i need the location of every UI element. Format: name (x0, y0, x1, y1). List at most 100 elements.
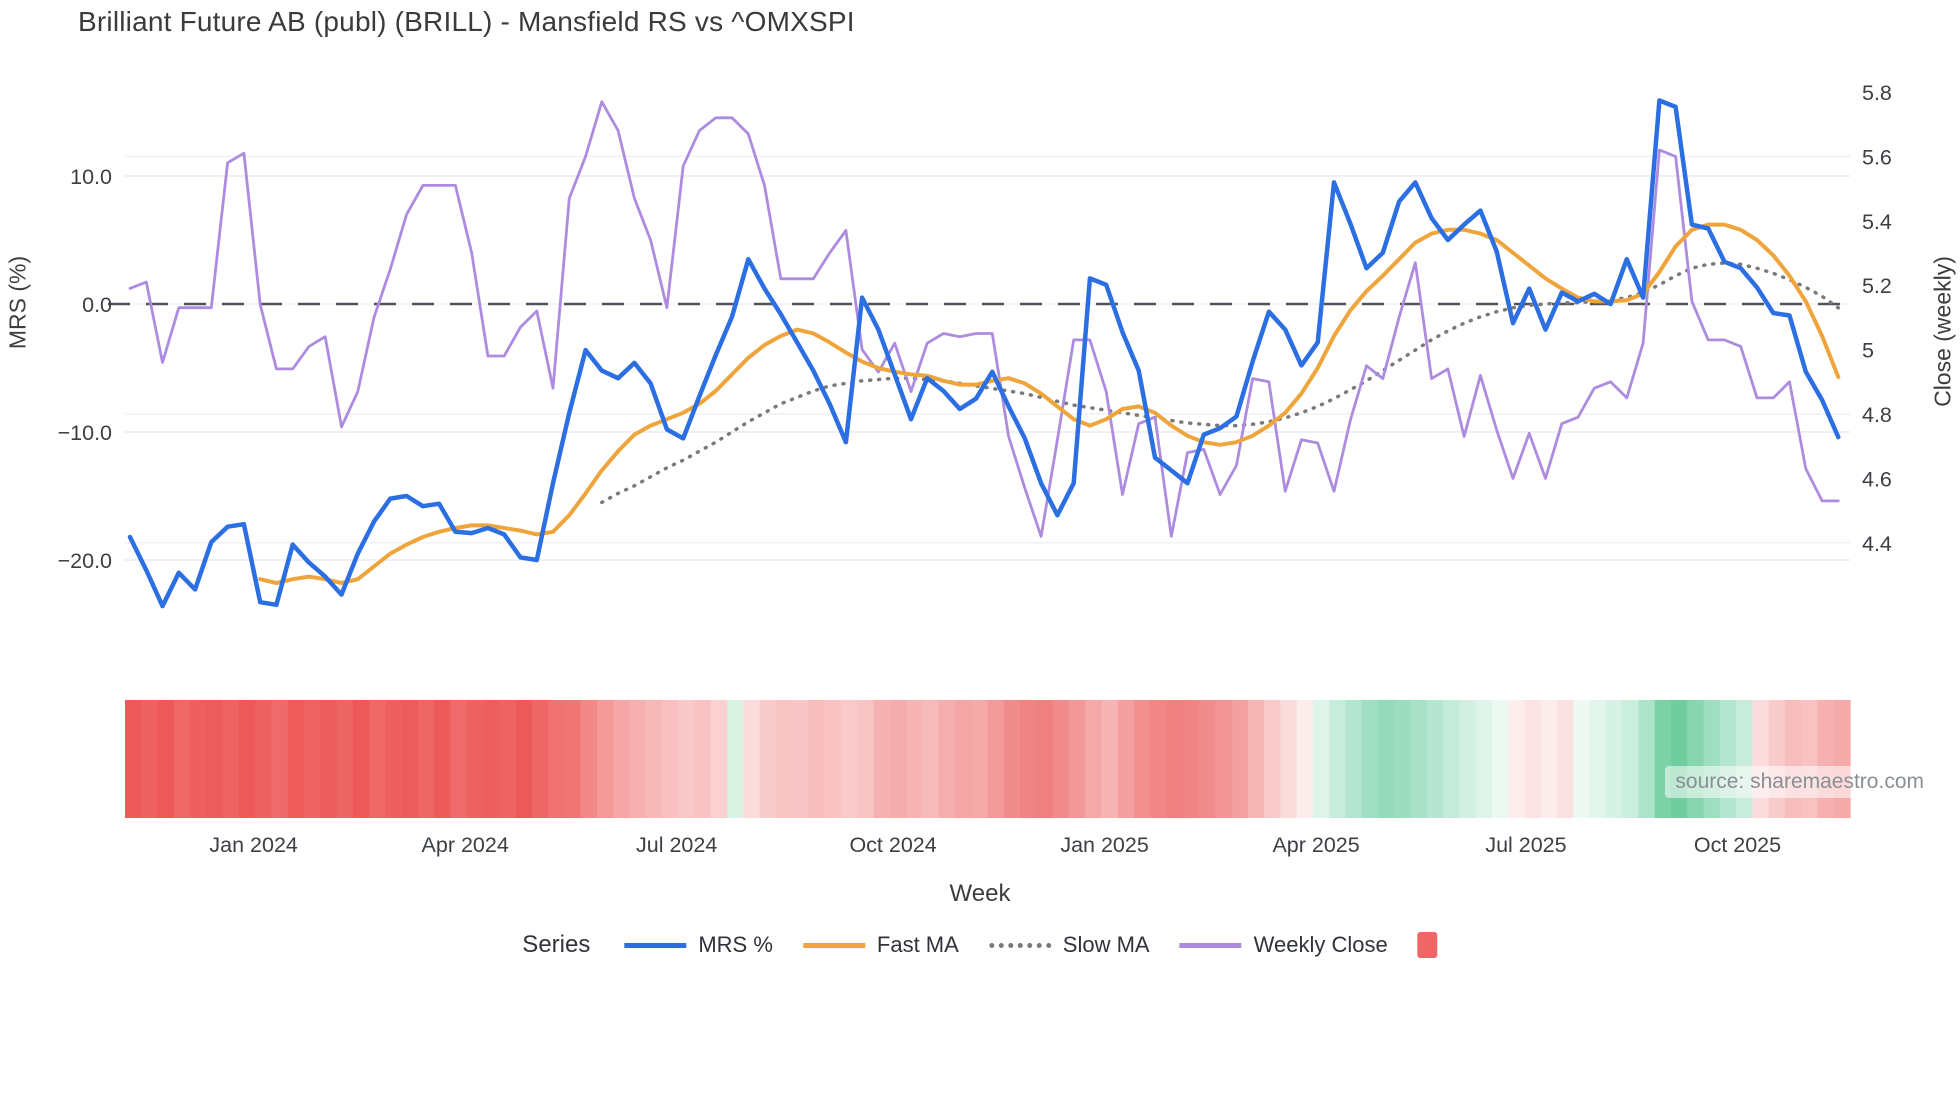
legend-item-mrs[interactable]: MRS % (624, 932, 773, 958)
legend-item-label: Fast MA (876, 932, 959, 957)
heatmap-cell (596, 700, 614, 818)
heatmap-cell (987, 700, 1005, 818)
y-right-tick-label: 5.4 (1862, 210, 1892, 234)
y-right-tick-label: 4.8 (1862, 403, 1892, 427)
heatmap-cell (238, 700, 256, 818)
x-tick-label: Apr 2024 (422, 833, 509, 857)
heatmap-cell (629, 700, 647, 818)
heatmap-cell (1182, 700, 1200, 818)
heatmap-cell (1638, 700, 1656, 818)
series-lines (127, 98, 1841, 609)
heatmap-cell (678, 700, 696, 818)
heatmap-cell (1199, 700, 1216, 818)
y-right-tick-label: 4.6 (1862, 467, 1892, 491)
heatmap-cell (304, 700, 321, 818)
heatmap-cell (1247, 700, 1265, 818)
heatmap-cell (1687, 700, 1705, 818)
heatmap-cell (841, 700, 858, 818)
series-line-weekly-close[interactable] (128, 100, 1840, 538)
heatmap-cell (1068, 700, 1086, 818)
heatmap-cell (1052, 700, 1070, 818)
heatmap-cell (255, 700, 273, 818)
mrs-line-sample-icon (624, 942, 687, 948)
heatmap-cell (173, 700, 191, 818)
x-axis-title: Week (949, 880, 1011, 907)
x-tick-label: Jul 2024 (636, 833, 717, 857)
legend-item-heatmap[interactable] (1417, 932, 1438, 958)
heatmap-cell (710, 700, 728, 818)
y-left-tick-label: 10.0 (70, 165, 112, 189)
heatmap-cell (1524, 700, 1542, 818)
y-left-tick-label: −20.0 (58, 549, 112, 573)
series-line-mrs-[interactable] (127, 98, 1841, 609)
heatmap-cell (1589, 700, 1607, 818)
heatmap-cell (157, 700, 175, 818)
series-line-fast-ma[interactable] (258, 222, 1841, 585)
heatmap-cell (971, 700, 989, 818)
y-right-tick-label: 4.4 (1862, 532, 1892, 556)
heatmap-cell (1117, 700, 1135, 818)
x-tick-label: Apr 2025 (1272, 833, 1359, 857)
heatmap-cell (954, 700, 972, 818)
heatmap-cell (1703, 700, 1721, 818)
heatmap-cell (759, 700, 777, 818)
heatmap-cell (1475, 700, 1493, 818)
heatmap-cell (1410, 700, 1428, 818)
heatmap-cell (580, 700, 598, 818)
heatmap-cell (1361, 700, 1379, 818)
heatmap-cell (287, 700, 305, 818)
heatmap-cell (1426, 700, 1444, 818)
series-line-slow-ma[interactable] (600, 261, 1841, 505)
heatmap-cell (434, 700, 452, 818)
heatmap-cell (922, 700, 940, 818)
heatmap-cell (1817, 700, 1835, 818)
heatmap-cell (206, 700, 224, 818)
x-tick-label: Oct 2024 (849, 833, 936, 857)
heatmap-cell (1264, 700, 1282, 818)
heatmap-cell (466, 700, 484, 818)
y-left-tick-label: −10.0 (58, 421, 112, 445)
heatmap-cell (1020, 700, 1037, 818)
heatmap-cell (336, 700, 354, 818)
heatmap-cell (613, 700, 631, 818)
gridlines (125, 155, 1850, 561)
heatmap-cell (1166, 700, 1184, 818)
heatmap-cell (1280, 700, 1298, 818)
heatmap-cell (1345, 700, 1363, 818)
y-right-tick-label: 5.2 (1862, 274, 1892, 298)
legend-item-label: Slow MA (1062, 932, 1150, 957)
legend-item-slow-ma[interactable]: Slow MA (988, 932, 1150, 958)
heatmap-cell (564, 700, 582, 818)
legend-item-fast-ma[interactable]: Fast MA (802, 932, 959, 958)
heatmap-cell (352, 700, 370, 818)
legend-item-label: Weekly Close (1253, 932, 1388, 957)
heatmap-cell (222, 700, 240, 818)
legend-item-weekly-close[interactable]: Weekly Close (1179, 932, 1388, 958)
heatmap-cell (499, 700, 517, 818)
fast-ma-line-sample-icon (802, 942, 865, 948)
heatmap-cell (1768, 700, 1786, 818)
heatmap-cell (1394, 700, 1412, 818)
heatmap-cell (271, 700, 289, 818)
heatmap-cell (873, 700, 891, 818)
heatmap-cell (808, 700, 826, 818)
heatmap-cell (1133, 700, 1151, 818)
heatmap-cell (1670, 700, 1688, 818)
heatmap-cell (548, 700, 565, 818)
heatmap-cell (1312, 700, 1330, 818)
y-right-tick-label: 5.8 (1862, 81, 1892, 105)
heatmap-swatch-icon (1417, 932, 1438, 958)
heatmap-cell (662, 700, 679, 818)
axis-tick-labels: 10.0 0.0 −10.0 −20.0 5.8 5.6 5.4 5.2 5 4.8 4.6 4.4 J… (58, 81, 1892, 857)
heatmap-cell (1003, 700, 1021, 818)
legend-title: Series (522, 931, 591, 958)
heatmap-cell (531, 700, 549, 818)
heatmap-cell (906, 700, 924, 818)
weekly-close-line-sample-icon (1179, 942, 1242, 948)
heatmap-cell (1622, 700, 1640, 818)
heatmap-cell (1443, 700, 1461, 818)
heatmap-cell (1752, 700, 1770, 818)
heatmap-cell (369, 700, 386, 818)
x-tick-label: Jan 2025 (1060, 833, 1149, 857)
